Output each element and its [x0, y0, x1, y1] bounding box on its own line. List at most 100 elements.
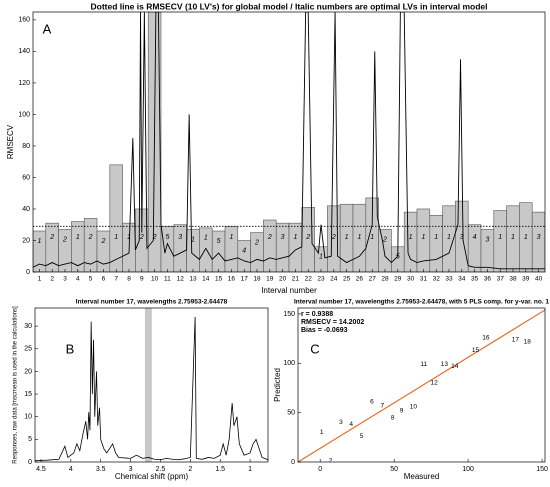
x-tick-label: 15 [215, 276, 223, 283]
lv-label: 1 [114, 234, 118, 241]
plot-area [33, 12, 545, 272]
x-tick-label: 7 [114, 276, 118, 283]
lv-label: 2 [100, 238, 105, 245]
x-tick-label: 0 [318, 466, 322, 473]
lv-label: 1 [421, 234, 425, 241]
bar [263, 219, 277, 272]
x-tick-label: 29 [394, 276, 402, 283]
lv-label: 4 [242, 247, 246, 254]
point-label: 2 [329, 458, 333, 465]
lv-label: 2 [152, 234, 157, 241]
y-tick-label: 50 [287, 409, 295, 416]
bar [224, 226, 239, 272]
y-tick-label: 20 [22, 237, 30, 244]
annotation: r = 0.9388 [301, 311, 333, 318]
lv-label: 4 [473, 234, 477, 241]
x-tick-label: 18 [253, 276, 261, 283]
bar [109, 164, 123, 272]
bar [403, 211, 418, 272]
x-tick-label: 10 [151, 276, 159, 283]
chart-title: Dotted line is RMSECV (10 LV's) for glob… [90, 1, 487, 11]
x-tick-label: 2.5 [156, 466, 166, 473]
lv-label: 1 [447, 234, 451, 241]
bar [173, 224, 187, 272]
x-axis-label: Interval number [261, 286, 317, 295]
point-label: 7 [380, 402, 384, 409]
x-tick-label: 16 [228, 276, 236, 283]
point-label: 18 [524, 338, 532, 345]
y-tick-label: 0 [26, 269, 30, 276]
panel-label: B [66, 341, 75, 356]
lv-label: 2 [331, 234, 336, 241]
point-label: 14 [451, 363, 459, 370]
y-tick-label: 30 [24, 323, 32, 330]
x-tick-label: 4 [69, 466, 73, 473]
bar [493, 210, 507, 272]
point-label: 9 [400, 407, 404, 414]
y-tick-label: 5 [28, 436, 32, 443]
highlight-band [144, 308, 152, 462]
lv-label: 3 [485, 236, 489, 243]
x-tick-label: 1 [38, 276, 42, 283]
axes-frame [34, 307, 269, 463]
x-axis-label: Chemical shift (ppm) [115, 472, 189, 481]
bar [467, 224, 482, 272]
x-tick-label: 38 [509, 276, 517, 283]
x-tick-label: 17 [241, 276, 249, 283]
lv-label: 2 [62, 236, 67, 243]
x-axis-label: Measured [404, 472, 440, 481]
lv-label: 1 [370, 234, 374, 241]
x-tick-label: 30 [407, 276, 415, 283]
point-label: 4 [349, 421, 353, 428]
x-tick-label: 36 [484, 276, 492, 283]
lv-label: 5 [217, 238, 221, 245]
lv-label: 5 [396, 254, 400, 261]
lv-label: 1 [127, 234, 131, 241]
axes-frame [32, 11, 546, 273]
x-tick-label: 34 [458, 276, 466, 283]
lv-label: 2 [267, 234, 272, 241]
annotation: RMSECV = 14.2002 [301, 319, 364, 326]
y-tick-label: 0 [28, 459, 32, 466]
x-tick-label: 39 [522, 276, 530, 283]
point-label: 8 [391, 414, 395, 421]
spectrum-line [35, 317, 268, 462]
fit-line [298, 309, 545, 462]
x-tick-label: 150 [536, 466, 548, 473]
lv-label: 1 [357, 234, 361, 241]
x-tick-label: 50 [390, 466, 398, 473]
point-label: 10 [410, 403, 418, 410]
point-label: 12 [430, 380, 438, 387]
lv-label: 1 [524, 234, 528, 241]
y-tick-label: 15 [24, 391, 32, 398]
panel-label: C [310, 341, 319, 356]
lv-label: 3 [460, 234, 464, 241]
point-label: 1 [320, 429, 324, 436]
y-tick-label: 100 [283, 360, 295, 367]
lv-label: 2 [88, 234, 93, 241]
y-tick-label: 25 [24, 346, 32, 353]
x-tick-label: 1 [248, 466, 252, 473]
lv-label: 2 [49, 234, 54, 241]
lv-label: 1 [191, 236, 195, 243]
bar [429, 214, 443, 272]
x-tick-label: 19 [266, 276, 274, 283]
y-tick-label: 150 [283, 311, 295, 318]
point-label: 13 [441, 361, 449, 368]
lv-label: 5 [165, 234, 169, 241]
lv-label: 1 [204, 235, 208, 242]
x-tick-label: 4.5 [36, 466, 46, 473]
bar [275, 222, 290, 272]
panel-label: A [43, 21, 52, 36]
chart-title: Interval number 17, wavelengths 2.75953-… [76, 299, 228, 306]
chart-title: Interval number 17, wavelengths 2.75953-… [294, 299, 549, 306]
x-tick-label: 1.5 [215, 466, 225, 473]
x-tick-label: 22 [305, 276, 313, 283]
x-tick-label: 3.5 [96, 466, 106, 473]
x-tick-label: 33 [445, 276, 453, 283]
x-tick-label: 2 [50, 276, 54, 283]
bar [531, 211, 545, 272]
point-label: 17 [512, 336, 520, 343]
